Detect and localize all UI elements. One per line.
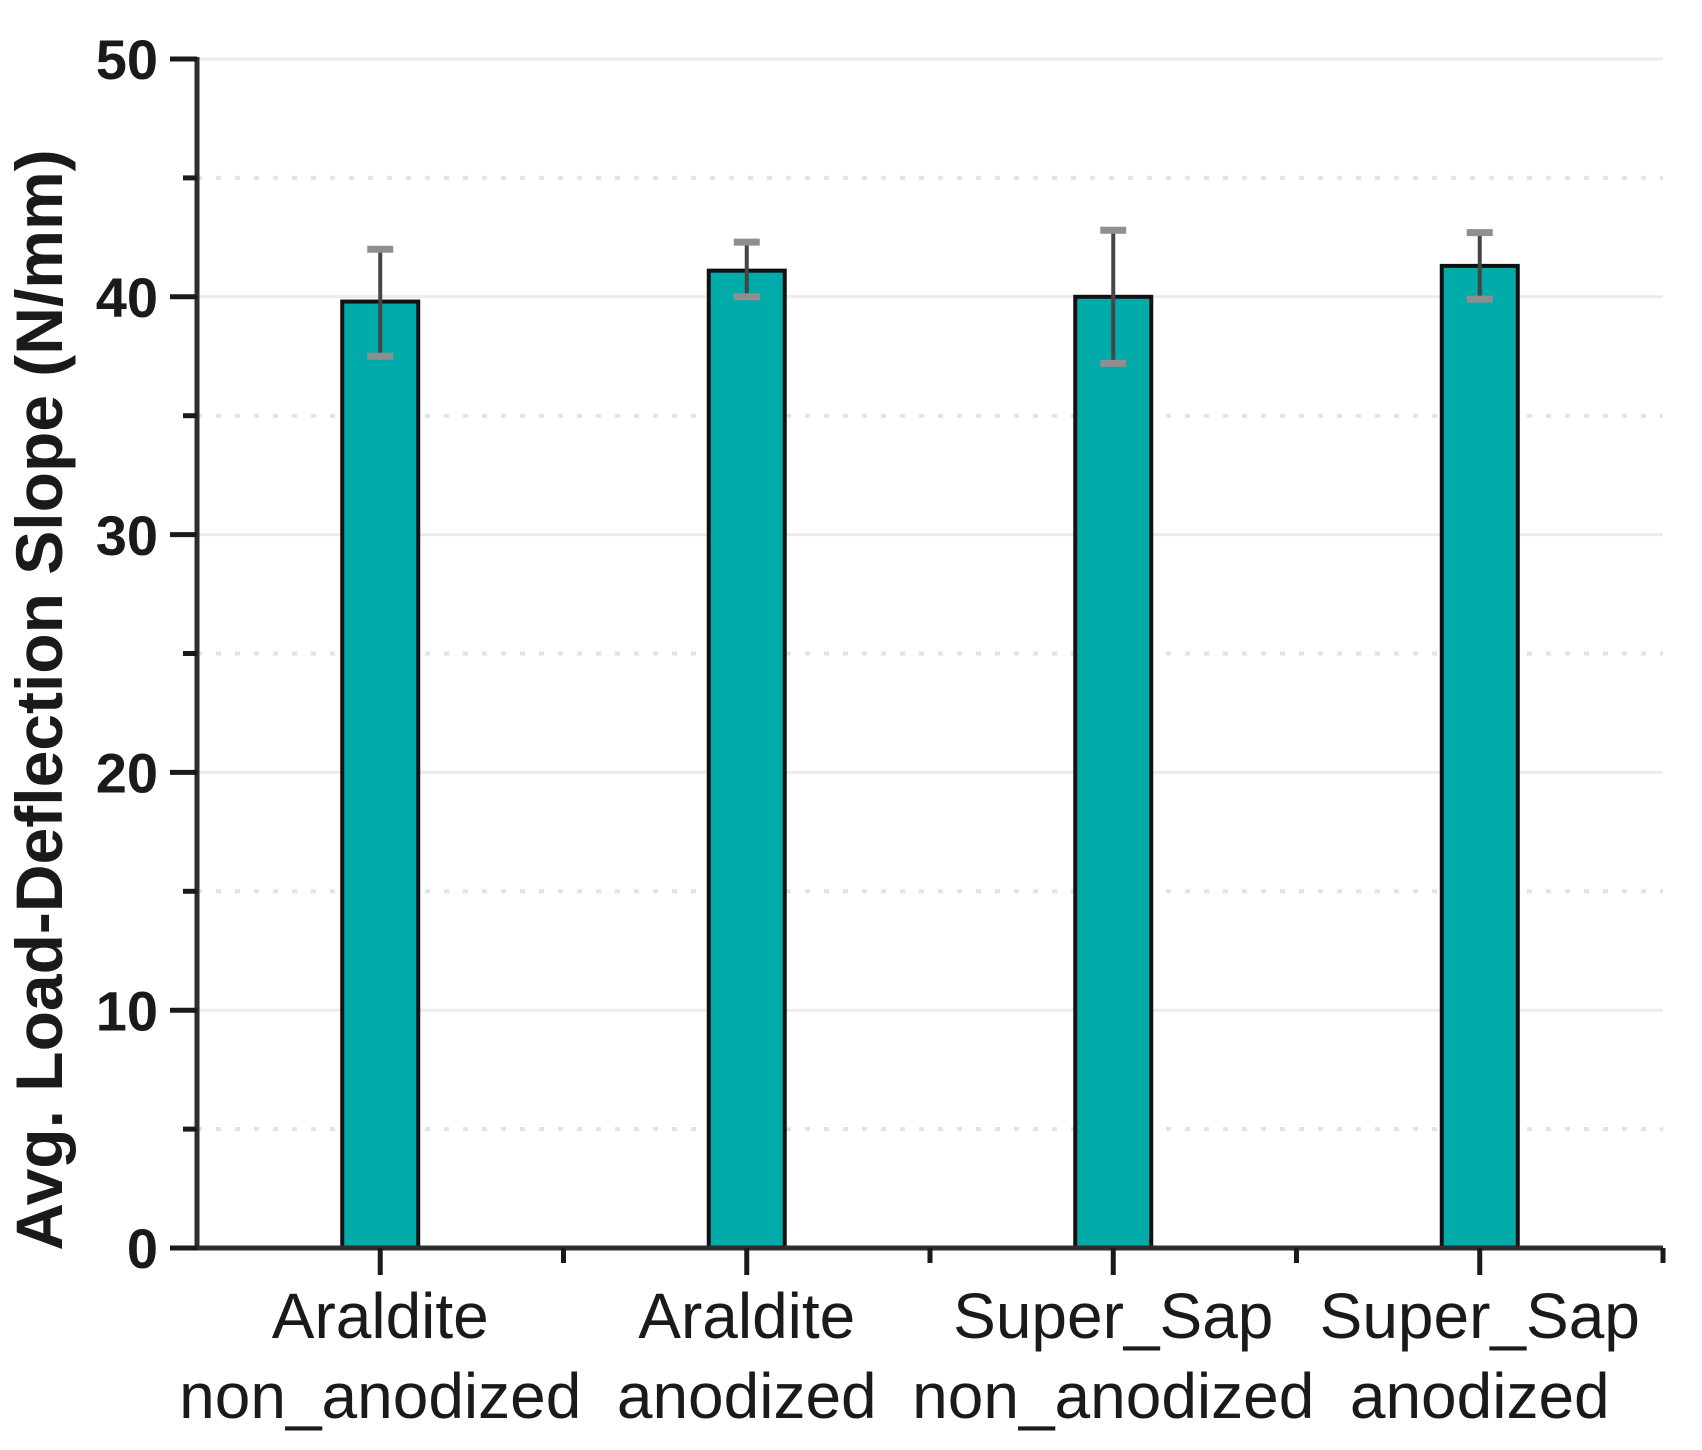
gridlines-layer	[197, 57, 1663, 1132]
x-category-label-0-line-2: non_anodized	[179, 1360, 581, 1432]
error-bars-layer	[367, 226, 1493, 367]
x-category-label-0-line-1: Araldite	[272, 1280, 489, 1352]
labels-layer: 0 10 20 30 40 50 Araldite non_anodized Araldite a…	[96, 28, 1640, 1432]
axes-layer	[170, 56, 1666, 1275]
x-category-label-3-line-2: anodized	[1350, 1360, 1610, 1432]
y-tick-label-40: 40	[96, 266, 158, 329]
y-tick-label-50: 50	[96, 28, 158, 91]
x-category-label-3-line-1: Super_Sap	[1320, 1280, 1640, 1352]
y-tick-label-10: 10	[96, 979, 158, 1042]
bar-2	[1073, 294, 1154, 1250]
bar-0	[340, 299, 421, 1250]
y-tick-label-20: 20	[96, 742, 158, 805]
y-tick-label-30: 30	[96, 504, 158, 567]
x-category-label-2-line-1: Super_Sap	[953, 1280, 1273, 1352]
bar-1	[706, 268, 787, 1250]
x-category-label-2-line-2: non_anodized	[912, 1360, 1314, 1432]
y-axis-title: Avg. Load-Deflection Slope (N/mm)	[2, 149, 76, 1250]
bar-3	[1439, 263, 1520, 1250]
y-tick-label-0: 0	[127, 1217, 158, 1280]
x-category-label-1-line-1: Araldite	[638, 1280, 855, 1352]
x-category-label-1-line-2: anodized	[617, 1360, 877, 1432]
bars-layer	[340, 263, 1520, 1250]
